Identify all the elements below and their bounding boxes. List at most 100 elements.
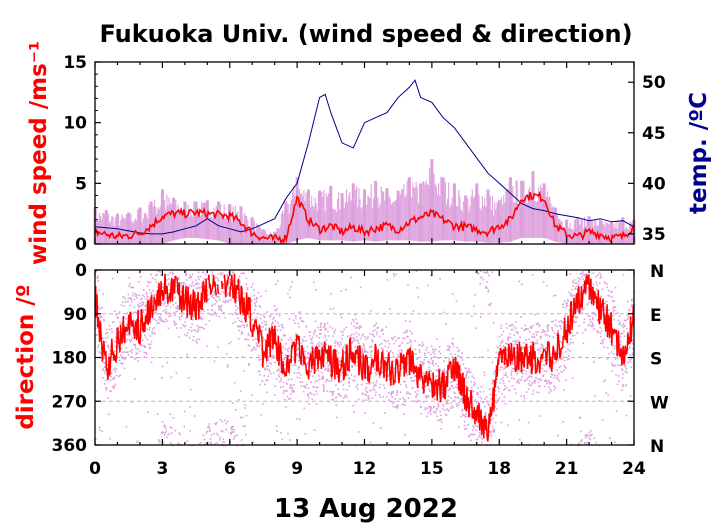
direction-dot: [151, 330, 153, 333]
direction-dot: [272, 354, 275, 356]
direction-dot: [512, 361, 514, 364]
direction-dot: [523, 379, 526, 382]
hour-tick-label: 12: [353, 459, 377, 479]
direction-dot: [296, 349, 298, 351]
direction-dot: [336, 350, 338, 352]
direction-dot: [537, 331, 539, 333]
direction-dot: [111, 277, 114, 280]
direction-dot: [185, 272, 188, 275]
direction-dot: [508, 363, 511, 365]
direction-dot: [495, 394, 497, 396]
direction-dot: [234, 409, 237, 411]
direction-dot: [567, 355, 570, 357]
direction-dot: [265, 324, 268, 326]
direction-dot: [545, 379, 547, 381]
direction-dot: [135, 353, 138, 355]
direction-dot: [432, 410, 435, 413]
direction-dot: [240, 320, 242, 323]
direction-dot: [171, 271, 174, 274]
direction-dot: [569, 338, 572, 340]
right-tick-label: 50: [642, 73, 666, 93]
direction-dot: [601, 339, 604, 342]
direction-dot: [620, 364, 622, 366]
direction-dot: [103, 383, 106, 385]
direction-dot: [566, 302, 568, 304]
direction-dot: [485, 271, 487, 274]
direction-dot: [515, 381, 518, 384]
direction-dot: [226, 366, 229, 368]
direction-dot: [598, 272, 601, 274]
direction-dot: [325, 339, 328, 341]
direction-dot: [177, 305, 180, 308]
direction-dot: [451, 355, 453, 358]
direction-dot: [461, 408, 464, 411]
direction-dot: [477, 436, 480, 438]
direction-dot: [252, 348, 254, 350]
direction-dot: [405, 372, 407, 375]
direction-dot: [320, 328, 322, 331]
direction-dot: [437, 368, 440, 370]
direction-dot: [259, 373, 261, 376]
direction-dot: [174, 314, 176, 317]
direction-dot: [118, 351, 120, 354]
direction-dot: [142, 301, 145, 304]
direction-dot: [458, 397, 460, 400]
direction-dot: [289, 383, 292, 386]
direction-dot: [542, 375, 544, 378]
direction-dot: [585, 433, 588, 436]
direction-dot: [137, 281, 140, 283]
direction-dot: [570, 331, 573, 334]
direction-dot: [388, 342, 391, 345]
direction-dot: [202, 271, 205, 274]
direction-dot: [532, 335, 534, 338]
direction-dot: [549, 335, 551, 338]
direction-dot: [444, 376, 446, 378]
direction-dot: [436, 419, 439, 422]
direction-dot: [455, 357, 458, 360]
direction-dot: [135, 356, 138, 359]
direction-dot: [613, 300, 615, 302]
direction-dot: [419, 344, 421, 346]
direction-dot: [229, 278, 231, 281]
direction-dot: [367, 336, 369, 338]
direction-dot: [280, 339, 283, 341]
direction-dot: [601, 340, 604, 343]
direction-dot: [604, 282, 606, 284]
direction-dot: [487, 402, 489, 405]
direction-dot: [148, 326, 151, 329]
direction-dot: [295, 315, 297, 317]
direction-dot: [577, 280, 580, 283]
direction-dot: [397, 354, 399, 356]
direction-dot: [413, 379, 416, 382]
direction-dot: [306, 363, 309, 366]
direction-dot: [418, 344, 420, 346]
direction-dot: [452, 343, 454, 345]
direction-dot: [426, 346, 428, 349]
direction-dot: [348, 378, 351, 380]
direction-dot: [567, 299, 569, 302]
direction-dot: [557, 329, 560, 332]
direction-dot: [402, 403, 404, 406]
direction-dot: [424, 409, 427, 411]
direction-dot: [502, 380, 505, 382]
direction-dot: [595, 275, 597, 278]
direction-dot: [535, 376, 537, 379]
direction-dot: [144, 309, 147, 311]
direction-dot: [354, 365, 357, 367]
direction-dot: [255, 348, 257, 351]
direction-dot: [537, 381, 540, 383]
direction-dot: [299, 418, 301, 421]
direction-dot: [189, 274, 191, 277]
direction-dot: [361, 392, 364, 395]
direction-dot: [460, 415, 462, 418]
direction-dot: [261, 322, 263, 324]
direction-dot: [328, 364, 331, 366]
direction-dot: [221, 272, 224, 275]
direction-dot: [190, 329, 193, 332]
direction-dot: [266, 379, 269, 382]
direction-dot: [546, 324, 549, 327]
direction-dot: [193, 329, 195, 331]
direction-dot: [128, 333, 130, 336]
direction-dot: [401, 366, 404, 369]
